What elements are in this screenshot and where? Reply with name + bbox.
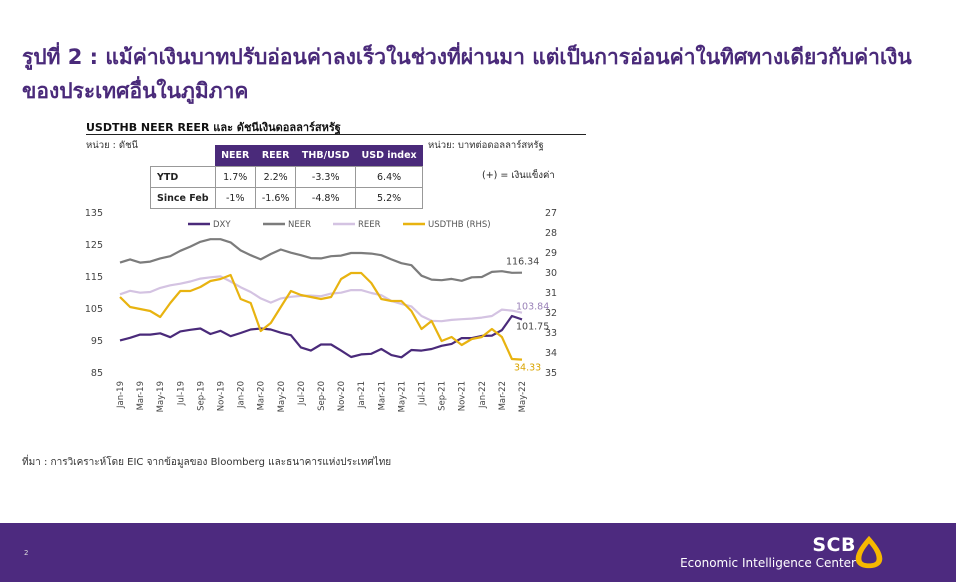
x-tick-label: Mar-19 xyxy=(136,381,146,410)
x-tick-label: Jan-22 xyxy=(478,381,488,409)
stats-col-neer: NEER xyxy=(215,145,256,167)
series-line-neer xyxy=(119,238,523,282)
strong-currency-note: (+) = เงินแข็งค่า xyxy=(482,170,555,181)
series-line-dxy xyxy=(119,314,523,359)
x-tick-label: Jan-21 xyxy=(357,381,367,409)
x-tick-label: Nov-19 xyxy=(217,381,227,411)
x-tick-label: Sep-20 xyxy=(317,381,327,411)
stats-cell: 1.7% xyxy=(214,166,256,188)
source-note: ที่มา : การวิเคราะห์โดย EIC จากข้อมูลของ… xyxy=(22,457,392,468)
brand-name: SCB xyxy=(812,534,856,556)
y-left-tick-label: 125 xyxy=(85,240,103,251)
stats-cell: -1% xyxy=(214,187,256,209)
stats-cell: 2.2% xyxy=(254,166,297,188)
stats-col-usd-index: USD index xyxy=(355,145,423,167)
end-label: 101.75 xyxy=(516,321,549,332)
end-label: 103.84 xyxy=(516,302,549,313)
y-right-tick-label: 31 xyxy=(545,288,557,299)
x-tick-label: Jan-20 xyxy=(237,381,247,409)
x-tick-label: May-22 xyxy=(518,381,528,412)
chart-heading: USDTHB NEER REER และ ดัชนีเงินดอลลาร์สหร… xyxy=(86,121,341,134)
stats-col-reer: REER xyxy=(255,145,296,167)
y-left-tick-label: 135 xyxy=(85,208,103,219)
brand-block: SCB Economic Intelligence Center xyxy=(680,534,856,570)
stats-row-label: Since Feb xyxy=(150,187,216,209)
scb-lotus-icon xyxy=(855,535,883,569)
y-right-tick-label: 33 xyxy=(545,328,557,339)
x-tick-label: Sep-21 xyxy=(438,381,448,411)
page-number: 2 xyxy=(24,549,29,557)
y-right-tick-label: 29 xyxy=(545,248,557,259)
series-line-usdthb-rhs- xyxy=(119,271,523,361)
y-left-tick-label: 85 xyxy=(91,368,103,379)
x-tick-label: Mar-22 xyxy=(498,381,508,410)
x-tick-label: Nov-20 xyxy=(337,381,347,411)
legend-label: USDTHB (RHS) xyxy=(428,220,491,230)
x-tick-label: May-21 xyxy=(397,381,407,412)
end-label: 34.33 xyxy=(514,363,541,374)
x-tick-label: Mar-20 xyxy=(257,381,267,410)
left-unit-label: หน่วย : ดัชนี xyxy=(86,140,139,151)
series-line-reer xyxy=(119,275,523,323)
stats-col-thbusd: THB/USD xyxy=(295,145,356,167)
x-tick-label: Sep-19 xyxy=(196,381,206,411)
stats-header-row: NEER REER THB/USD USD index xyxy=(150,145,423,167)
y-right-tick-label: 30 xyxy=(545,268,557,279)
line-chart: 85 95 105 115 125 135 27 28 29 30 31 32 33 34 35 Jan-19… xyxy=(85,208,557,412)
stats-cell: -3.3% xyxy=(295,166,357,188)
stats-cell: 5.2% xyxy=(355,187,424,209)
brand-subtitle: Economic Intelligence Center xyxy=(680,556,856,570)
y-right-tick-label: 28 xyxy=(545,228,557,239)
stats-cell: -4.8% xyxy=(295,187,357,209)
stats-table: NEER REER THB/USD USD index YTD 1.7% 2.2… xyxy=(150,145,424,209)
legend-label: REER xyxy=(358,220,381,230)
stats-row-label: YTD xyxy=(150,166,216,188)
x-tick-label: Mar-21 xyxy=(377,381,387,410)
heading-rule xyxy=(86,134,586,135)
x-tick-label: Nov-21 xyxy=(458,381,468,411)
x-tick-label: Jul-20 xyxy=(297,381,307,406)
y-right-tick-label: 27 xyxy=(545,208,557,219)
end-label: 116.34 xyxy=(506,257,539,268)
legend-label: NEER xyxy=(288,220,311,230)
y-left-tick-label: 115 xyxy=(85,272,103,283)
stats-cell: 6.4% xyxy=(355,166,424,188)
legend-label: DXY xyxy=(213,220,231,230)
x-tick-label: May-19 xyxy=(156,381,166,412)
stats-row-ytd: YTD 1.7% 2.2% -3.3% 6.4% xyxy=(150,166,424,188)
x-tick-label: Jul-21 xyxy=(418,381,428,406)
x-tick-label: Jul-19 xyxy=(176,381,186,406)
x-tick-label: May-20 xyxy=(277,381,287,412)
stats-cell: -1.6% xyxy=(254,187,297,209)
right-unit-label: หน่วย: บาทต่อดอลลาร์สหรัฐ xyxy=(428,140,544,151)
stats-row-since-feb: Since Feb -1% -1.6% -4.8% 5.2% xyxy=(150,187,424,209)
y-left-tick-label: 105 xyxy=(85,304,103,315)
y-right-tick-label: 32 xyxy=(545,308,557,319)
y-right-tick-label: 35 xyxy=(545,368,557,379)
stats-corner-cell xyxy=(150,145,216,167)
x-tick-label: Jan-19 xyxy=(116,381,126,409)
footer-bar: 2 SCB Economic Intelligence Center xyxy=(0,523,956,582)
slide-title: รูปที่ 2 : แม้ค่าเงินบาทปรับอ่อนค่าลงเร็… xyxy=(22,45,912,103)
y-right-tick-label: 34 xyxy=(545,348,557,359)
y-left-tick-label: 95 xyxy=(91,336,103,347)
